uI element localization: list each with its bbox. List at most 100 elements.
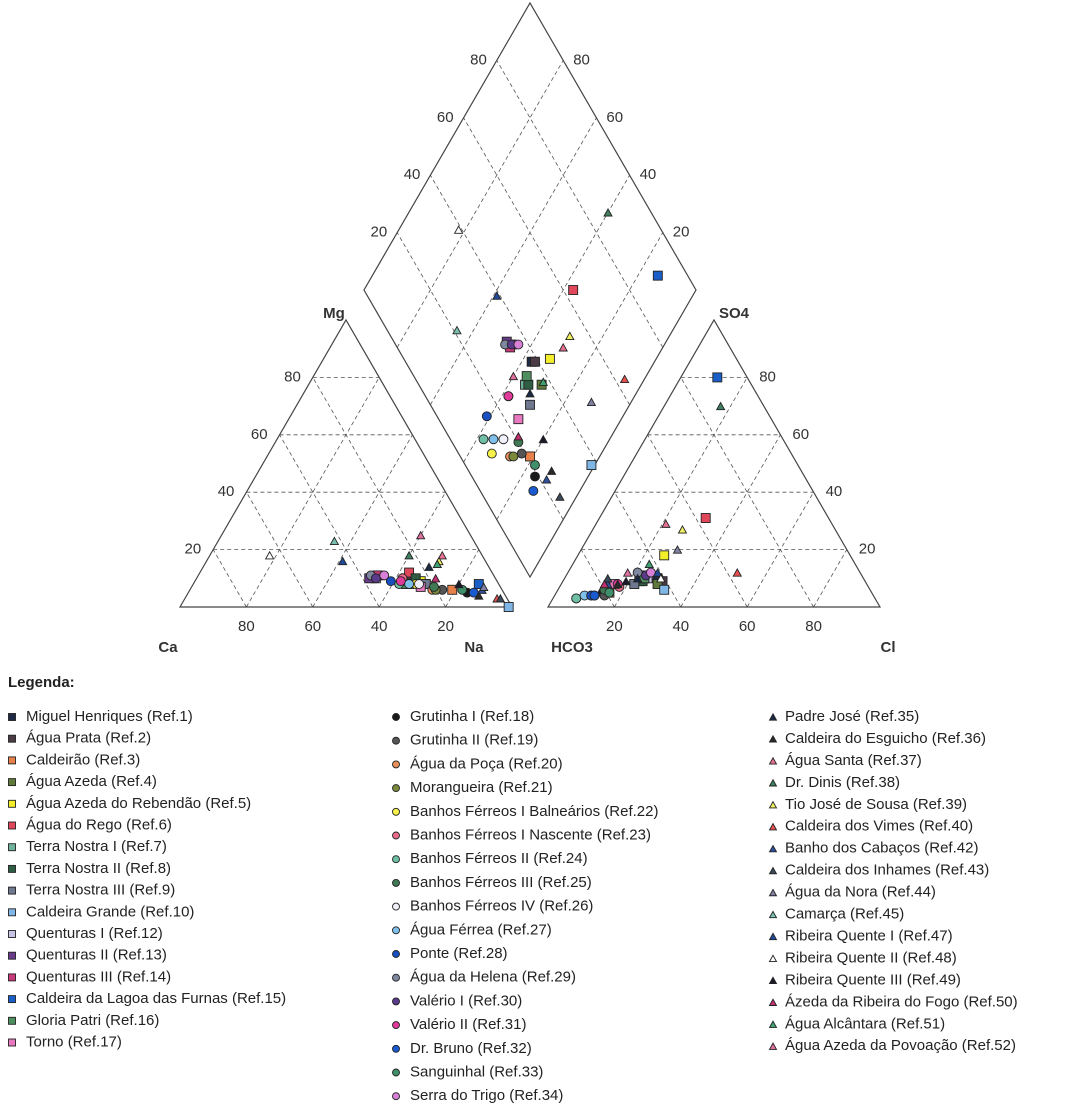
- circle-marker: [528, 485, 539, 496]
- square-marker: [652, 579, 663, 589]
- circle-marker: [379, 570, 390, 581]
- triangle-marker: [586, 397, 597, 406]
- triangle-marker: [599, 579, 610, 589]
- axis-label-so4: SO4: [719, 305, 750, 322]
- legend-marker: [392, 973, 400, 982]
- grid-line: [496, 60, 664, 348]
- legend-label: Valério II (Ref.31): [410, 1016, 526, 1033]
- grid-line: [680, 377, 814, 608]
- legend-label: Água Prata (Ref.2): [26, 730, 151, 747]
- triangle-marker: [424, 562, 434, 571]
- triangle-marker: [672, 545, 683, 554]
- grid-line: [396, 232, 564, 520]
- triangle-marker: [492, 291, 502, 300]
- axis-label-na: Na: [464, 639, 484, 656]
- triangle-marker: [661, 519, 671, 528]
- legend-label: Camarça (Ref.45): [785, 906, 904, 923]
- circle-marker: [530, 460, 540, 471]
- tick-label: 40: [371, 618, 388, 635]
- circle-marker: [481, 411, 492, 422]
- legend-label: Ribeira Quente I (Ref.47): [785, 927, 953, 944]
- legend-marker: [392, 855, 400, 864]
- legend-label: Terra Nostra II (Ref.8): [26, 860, 171, 877]
- legend-marker: [768, 866, 778, 875]
- triangle-marker: [508, 371, 519, 381]
- triangle-marker: [430, 573, 441, 583]
- grid-line: [647, 434, 748, 608]
- legend-marker: [8, 1038, 16, 1047]
- triangle-marker: [474, 590, 484, 600]
- legend-marker: [8, 1016, 16, 1025]
- triangle-marker: [546, 466, 557, 475]
- tick-label: 80: [238, 618, 255, 635]
- legend-label: Terra Nostra III (Ref.9): [26, 882, 175, 899]
- legend-label: Ázeda da Ribeira do Fogo (Ref.50): [785, 993, 1018, 1010]
- legend-marker: [8, 864, 16, 873]
- grid-line: [463, 174, 630, 463]
- legend-marker: [8, 930, 16, 938]
- legend-label: Ribeira Quente III (Ref.49): [785, 971, 961, 988]
- grid-line: [396, 60, 564, 348]
- legend-label: Ponte (Ref.28): [410, 945, 508, 962]
- legend-marker: [768, 734, 778, 743]
- legend-marker: [768, 1042, 778, 1050]
- circle-marker: [530, 471, 540, 482]
- legend-label: Caldeirão (Ref.3): [26, 751, 140, 768]
- square-marker: [447, 584, 458, 595]
- grid-line: [813, 549, 848, 608]
- square-marker: [568, 285, 579, 295]
- legend-marker: [8, 886, 16, 895]
- legend-marker: [768, 712, 778, 721]
- legend-marker: [8, 821, 16, 830]
- legend-label: Grutinha I (Ref.18): [410, 708, 534, 725]
- triangle-marker: [622, 568, 633, 577]
- circle-marker: [486, 448, 497, 459]
- legend-label: Tio José de Sousa (Ref.39): [785, 796, 967, 813]
- legend-label: Miguel Henriques (Ref.1): [26, 708, 193, 725]
- legend-marker: [768, 778, 778, 787]
- triangle-marker: [602, 573, 613, 583]
- diamond: [363, 1, 697, 579]
- circle-marker: [513, 339, 524, 350]
- circle-marker: [516, 448, 527, 459]
- square-marker: [525, 399, 535, 410]
- legend-marker: [392, 736, 400, 745]
- legend-marker: [392, 926, 400, 935]
- square-marker: [586, 460, 597, 471]
- legend-label: Morangueira (Ref.21): [410, 779, 553, 796]
- tick-label: 20: [859, 541, 876, 558]
- circle-marker: [589, 590, 600, 601]
- legend-label: Terra Nostra I (Ref.7): [26, 838, 167, 855]
- legend-label: Quenturas III (Ref.14): [26, 968, 171, 985]
- legend-label: Água Santa (Ref.37): [785, 752, 922, 769]
- circle-marker: [414, 579, 424, 589]
- legend-label: Quenturas I (Ref.12): [26, 925, 163, 942]
- tick-label: 20: [185, 541, 202, 558]
- tick-label: 60: [739, 618, 756, 635]
- square-marker: [523, 379, 534, 390]
- triangle-marker: [555, 492, 565, 501]
- grid-line: [430, 174, 597, 463]
- triangle-marker: [415, 530, 426, 540]
- legend-marker: [768, 756, 778, 765]
- legend-marker: [768, 800, 778, 809]
- tick-label: 40: [672, 618, 689, 635]
- legend-marker: [768, 888, 778, 897]
- legend-label: Valério I (Ref.30): [410, 992, 522, 1009]
- legend-marker: [392, 1092, 400, 1101]
- legend-marker: [392, 713, 400, 721]
- anion-triangle: [546, 318, 882, 608]
- legend-label: Água da Nora (Ref.44): [785, 884, 936, 901]
- legend-label: Caldeira da Lagoa das Furnas (Ref.15): [26, 990, 286, 1007]
- circle-marker: [508, 451, 519, 462]
- triangle-marker: [619, 374, 630, 384]
- legend-marker: [392, 902, 400, 911]
- legend-marker: [8, 843, 16, 852]
- axis-label-hco3: HCO3: [551, 639, 593, 656]
- triangle-marker: [612, 579, 623, 589]
- axis-label-ca: Ca: [158, 639, 178, 656]
- legend-marker: [392, 997, 400, 1006]
- circle-marker: [488, 434, 499, 445]
- axis-label-cl: Cl: [881, 639, 896, 656]
